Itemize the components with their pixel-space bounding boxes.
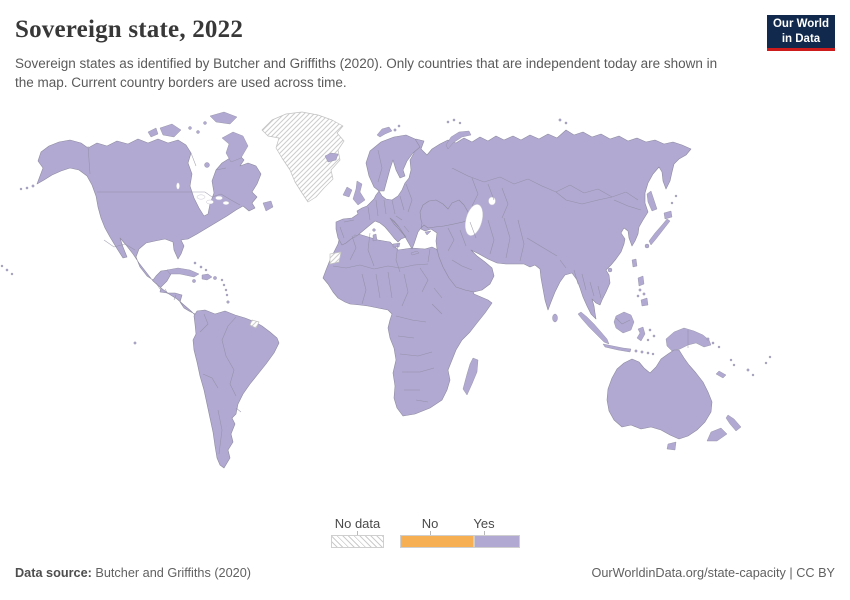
map-legend: No data No Yes — [0, 514, 850, 554]
legend-tick-no-data — [357, 531, 358, 535]
region-caribbean[interactable] — [166, 261, 230, 304]
owid-logo[interactable]: Our World in Data — [767, 15, 835, 51]
legend-swatch-no-data[interactable] — [331, 535, 384, 548]
data-source-note: Data source: Butcher and Griffiths (2020… — [15, 566, 251, 580]
region-south-america[interactable] — [133, 309, 280, 469]
region-oceania[interactable] — [0, 264, 772, 451]
country-borders — [87, 145, 689, 455]
owid-logo-line2: in Data — [781, 32, 821, 45]
region-greenland-nodata[interactable] — [261, 111, 345, 203]
page-title: Sovereign state, 2022 — [15, 16, 244, 43]
legend-tick-yes — [484, 531, 485, 535]
world-map-svg[interactable] — [0, 108, 850, 510]
chart-subtitle: Sovereign states as identified by Butche… — [15, 56, 718, 91]
legend-label-no-data: No data — [334, 516, 381, 531]
legend-swatch-yes[interactable] — [474, 535, 520, 548]
region-east-asia-islands[interactable] — [607, 190, 678, 307]
owid-logo-line1: Our World — [772, 18, 829, 31]
region-north-america[interactable] — [19, 111, 274, 318]
legend-label-yes: Yes — [473, 516, 495, 531]
legend-tick-no — [430, 531, 431, 535]
owid-link[interactable]: OurWorldinData.org/state-capacity | CC B… — [591, 566, 835, 580]
legend-label-no: No — [421, 516, 439, 531]
chart-footer: Data source: Butcher and Griffiths (2020… — [15, 566, 835, 580]
data-source-label: Data source: — [15, 566, 92, 580]
legend-swatch-no[interactable] — [400, 535, 474, 548]
data-source-value: Butcher and Griffiths (2020) — [91, 566, 252, 580]
world-map[interactable] — [0, 108, 850, 510]
